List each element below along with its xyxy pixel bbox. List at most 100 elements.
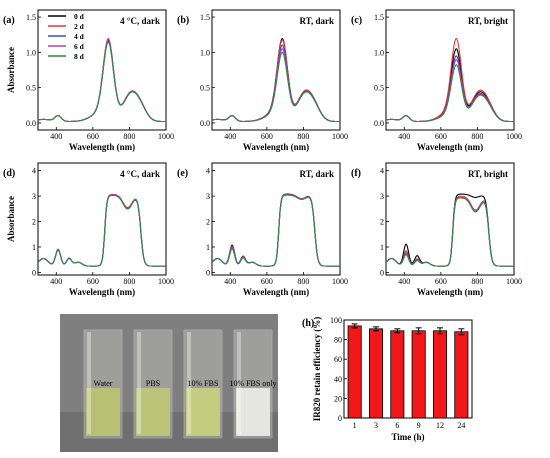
- y-tick-label: 2: [380, 218, 384, 227]
- x-tick-label: 1000: [332, 277, 348, 286]
- panel-f: 400 600 800 1000 0 1 2 3 4 Wavelength (nm) RT, bri…: [351, 162, 522, 297]
- condition-label: RT, dark: [299, 169, 334, 179]
- y-tick-label: 3: [206, 192, 210, 201]
- condition-label: 4 °C, dark: [120, 169, 160, 179]
- series-line-4: [386, 64, 514, 123]
- vial-highlight: [137, 332, 141, 434]
- x-tick-label: 600: [87, 132, 99, 141]
- series-line-4: [38, 41, 166, 123]
- x-tick-label: 400: [224, 132, 236, 141]
- bar: [411, 330, 426, 419]
- y-tick-label: 2: [32, 218, 36, 227]
- x-tick-label: 9: [417, 421, 421, 430]
- x-axis-label: Wavelength (nm): [69, 287, 135, 297]
- x-tick-label: 1000: [506, 132, 522, 141]
- vial-liquid: [86, 388, 120, 436]
- plot-frame: [211, 9, 341, 131]
- x-tick-label: 1000: [506, 277, 522, 286]
- series-line-4: [386, 197, 514, 267]
- panel-label: (a): [3, 15, 15, 26]
- panel-a: 400 600 800 1000 0.0 0.5 1.0 1.5 Wavelength (nm)…: [3, 9, 174, 152]
- plot-frame: [343, 319, 473, 419]
- vial-label: 10% FBS: [188, 379, 219, 388]
- series-line-3: [38, 194, 166, 267]
- plot-frame: [37, 9, 167, 131]
- x-tick-label: 1: [353, 421, 357, 430]
- y-tick-label: 1: [206, 243, 210, 252]
- x-axis-label: Wavelength (nm): [417, 287, 483, 297]
- y-tick-label: 40: [334, 375, 342, 384]
- y-tick-label: 1.0: [26, 48, 36, 57]
- condition-label: RT, dark: [299, 16, 334, 26]
- x-tick-label: 800: [297, 132, 309, 141]
- legend-entry: 4 d: [74, 32, 85, 41]
- series-line-3: [212, 194, 340, 267]
- x-tick-label: 6: [395, 421, 399, 430]
- y-tick-label: 4: [32, 167, 36, 176]
- legend-entry: 6 d: [74, 42, 85, 51]
- series-line-0: [212, 193, 340, 267]
- x-tick-label: 400: [398, 132, 410, 141]
- series-line-2: [38, 194, 166, 267]
- plot-frame: [385, 162, 515, 276]
- x-tick-label: 600: [87, 277, 99, 286]
- y-tick-label: 1: [380, 243, 384, 252]
- x-tick-label: 1000: [158, 132, 174, 141]
- y-tick-label: 0.0: [26, 119, 36, 128]
- series-line-1: [386, 37, 514, 123]
- x-tick-label: 800: [471, 277, 483, 286]
- plot-frame: [37, 162, 167, 276]
- y-tick-label: 0: [338, 414, 342, 423]
- y-tick-label: 0.0: [200, 119, 210, 128]
- x-tick-label: 800: [123, 132, 135, 141]
- y-tick-label: 0.5: [374, 84, 384, 93]
- vial-label: Water: [94, 379, 113, 388]
- y-tick-label: 1.5: [374, 13, 384, 22]
- bar: [454, 331, 469, 419]
- x-tick-label: 600: [261, 132, 273, 141]
- y-tick-label: 1.0: [374, 48, 384, 57]
- condition-label: 4 °C, dark: [120, 16, 160, 26]
- vial-liquid: [136, 388, 170, 436]
- vial-highlight: [87, 332, 91, 434]
- series-line-1: [212, 193, 340, 267]
- x-tick-label: 800: [123, 277, 135, 286]
- y-tick-label: 4: [206, 167, 210, 176]
- y-tick-label: 60: [334, 355, 342, 364]
- y-tick-label: 0.5: [26, 84, 36, 93]
- panel-d: 400 600 800 1000 0 1 2 3 4 Wavelength (nm) Absorba…: [3, 162, 174, 297]
- y-tick-label: 1.5: [200, 13, 210, 22]
- y-tick-label: 0: [32, 268, 36, 277]
- y-axis-label: Absorbance: [6, 47, 16, 93]
- y-tick-label: 0: [380, 268, 384, 277]
- panel-label: (h): [302, 318, 314, 329]
- legend-entry: 0 d: [74, 12, 85, 21]
- y-tick-label: 1.0: [200, 48, 210, 57]
- x-tick-label: 12: [436, 421, 444, 430]
- x-axis-label: Time (h): [391, 432, 424, 442]
- panel-label: (e): [177, 168, 188, 179]
- y-axis-label: Absorbance: [6, 196, 16, 242]
- legend-entry: 8 d: [74, 52, 85, 61]
- x-axis-label: Wavelength (nm): [243, 142, 309, 152]
- series-line-4: [38, 194, 166, 267]
- x-tick-label: 1000: [332, 132, 348, 141]
- plot-frame: [385, 9, 515, 131]
- panel-h: 0 20 40 60 80 100 1 3 6 9 12 24 Time (h) IR820 retain…: [302, 316, 473, 442]
- x-tick-label: 600: [435, 277, 447, 286]
- vial-highlight: [187, 332, 191, 434]
- y-tick-label: 100: [330, 316, 342, 325]
- x-tick-label: 800: [297, 277, 309, 286]
- panel-c: 400 600 800 1000 0.0 0.5 1.0 1.5 Wavelength (nm)…: [351, 9, 522, 152]
- panel-label: (b): [177, 15, 189, 26]
- bar: [368, 328, 384, 419]
- vial-label: PBS: [146, 379, 160, 388]
- y-axis-label: IR820 retain efficiency (%): [312, 317, 322, 422]
- y-tick-label: 20: [334, 394, 342, 403]
- x-tick-label: 800: [471, 132, 483, 141]
- y-tick-label: 0.5: [200, 84, 210, 93]
- x-tick-label: 400: [224, 277, 236, 286]
- series-line-0: [38, 194, 166, 267]
